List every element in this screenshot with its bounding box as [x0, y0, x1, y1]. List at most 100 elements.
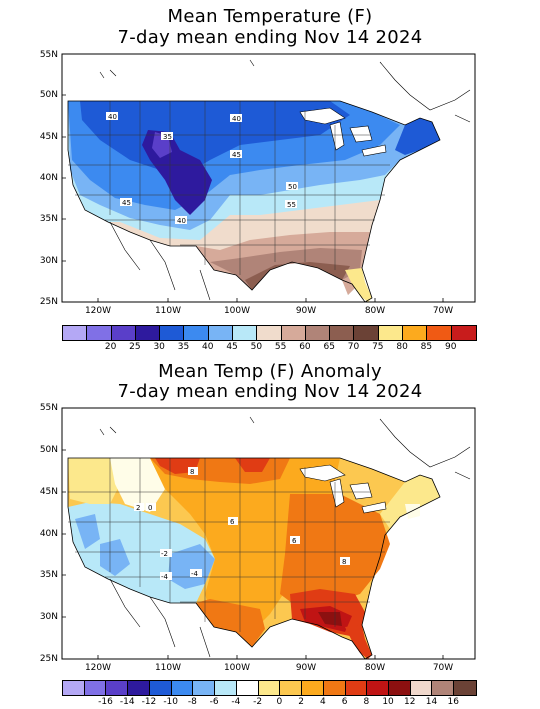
top-colorbar-swatch [184, 326, 209, 340]
bottom-contour-label-7: 8 [342, 558, 346, 566]
top-colorbar-label: 80 [396, 342, 408, 352]
top-contour-label-7: 55 [287, 201, 296, 209]
bottom-colorbar-swatch [106, 681, 129, 695]
bottom-great-lakes [299, 464, 387, 514]
bottom-colorbar-label: 2 [298, 697, 304, 707]
top-great-lakes [299, 107, 387, 157]
bottom-colorbar-label: -4 [231, 697, 241, 707]
top-colorbar-swatch [402, 326, 428, 340]
top-colorbar-swatch [281, 326, 306, 340]
top-colorbar-label: 85 [420, 342, 433, 352]
top-colorbar-swatch [305, 326, 331, 340]
bottom-lon-label-110w: 110W [154, 663, 182, 673]
top-colorbar-label: 50 [250, 342, 263, 352]
bottom-colorbar-swatch [149, 681, 172, 695]
bottom-colorbar-swatch [432, 681, 455, 695]
bottom-lat-label-45n: 45N [39, 487, 58, 497]
bottom-colorbar-swatch [63, 681, 85, 695]
top-lat-label-30n: 30N [39, 256, 58, 266]
bottom-map-panel: 8 6 2 0 -2 -4 -4 8 6 55N 50N 45N 40N 35N… [0, 354, 540, 709]
top-lon-label-80w: 80W [364, 306, 386, 316]
bottom-coastlines [99, 416, 471, 658]
top-contour-label-1: 35 [163, 133, 172, 141]
top-lon-label-90w: 90W [295, 306, 317, 316]
top-lon-label-110w: 110W [154, 306, 182, 316]
bottom-contour-label-5: -4 [161, 573, 169, 581]
top-lon-label-70w: 70W [432, 306, 454, 316]
bottom-colorbar-label: -16 [98, 697, 113, 707]
top-us-outline [67, 100, 441, 303]
top-colorbar-swatch [451, 326, 476, 340]
top-lat-label-45n: 45N [39, 132, 58, 142]
top-colorbar-label: 55 [274, 342, 287, 352]
bottom-colorbar-label: -14 [119, 697, 135, 707]
bottom-map-frame [61, 407, 476, 660]
bottom-colorbar-label: -6 [209, 697, 219, 707]
bottom-colorbar-label: 8 [363, 697, 370, 707]
top-contour-label-3: 45 [232, 151, 241, 159]
top-colorbar [62, 325, 477, 341]
bottom-us-fill [68, 458, 440, 659]
top-colorbar-swatch [354, 326, 379, 340]
bottom-colorbar-label: -12 [141, 697, 157, 707]
bottom-colorbar-label: 12 [404, 697, 416, 707]
bottom-colorbar-swatch [410, 681, 433, 695]
bottom-colorbar-swatch [193, 681, 216, 695]
bottom-contour-label-3: 0 [148, 504, 152, 512]
top-colorbar-swatch [135, 326, 161, 340]
top-contour-label-6: 40 [177, 217, 186, 225]
top-colorbar-label: 90 [444, 342, 457, 352]
top-temperature-map: 40 35 40 45 50 45 40 55 [61, 53, 476, 303]
top-colorbar-label: 35 [177, 342, 190, 352]
top-us-fill [68, 101, 440, 302]
bottom-lon-label-80w: 80W [364, 663, 386, 673]
top-colorbar-label: 40 [202, 342, 214, 352]
bottom-colorbar-label: 6 [341, 697, 348, 707]
top-colorbar-label: 45 [226, 342, 238, 352]
bottom-colorbar-label: 16 [447, 697, 459, 707]
bottom-colorbar-swatch [84, 681, 107, 695]
top-map-panel: 40 35 40 45 50 45 40 55 55N 50N 45N 40N … [39, 50, 477, 352]
bottom-colorbar [62, 680, 477, 696]
bottom-colorbar-swatch [215, 681, 237, 695]
bottom-anomaly-map: 8 6 2 0 -2 -4 -4 8 6 [61, 407, 476, 660]
top-colorbar-label: 60 [299, 342, 311, 352]
bottom-colorbar-label: -8 [187, 697, 197, 707]
bottom-us-outline [67, 457, 441, 660]
bottom-colorbar-swatch [280, 681, 303, 695]
bottom-contour-label-4: -2 [161, 550, 168, 558]
top-colorbar-label: 25 [129, 342, 141, 352]
top-ticks [62, 53, 444, 303]
top-lat-label-55n: 55N [39, 50, 58, 60]
top-lon-label-120w: 120W [84, 306, 112, 316]
top-lat-label-35n: 35N [39, 214, 58, 224]
bottom-colorbar-label: 14 [425, 697, 438, 707]
top-colorbar-swatch [63, 326, 88, 340]
bottom-contour-labels: 8 6 2 0 -2 -4 -4 8 6 [134, 467, 350, 581]
top-colorbar-label: 65 [323, 342, 335, 352]
top-colorbar-swatch [208, 326, 233, 340]
bottom-colorbar-swatch [389, 681, 411, 695]
top-colorbar-label: 20 [104, 342, 117, 352]
top-colorbar-swatch [87, 326, 112, 340]
bottom-contour-label-6: -4 [191, 570, 199, 578]
top-colorbar-swatch [111, 326, 136, 340]
top-lat-label-25n: 25N [39, 297, 58, 307]
bottom-colorbar-label: 4 [319, 697, 326, 707]
bottom-lat-label-35n: 35N [39, 570, 58, 580]
bottom-colorbar-label: 10 [382, 697, 394, 707]
top-colorbar-swatch [160, 326, 185, 340]
bottom-lat-label-55n: 55N [39, 403, 58, 413]
bottom-colorbar-swatch [302, 681, 324, 695]
bottom-lat-label-25n: 25N [39, 654, 58, 664]
bottom-colorbar-swatch [128, 681, 150, 695]
bottom-colorbar-label: -2 [253, 697, 263, 707]
bottom-lon-label-90w: 90W [295, 663, 317, 673]
top-colorbar-swatch [378, 326, 403, 340]
bottom-lat-label-30n: 30N [39, 612, 58, 622]
bottom-contour-label-8: 6 [292, 537, 297, 545]
bottom-contour-label-2: 2 [136, 504, 140, 512]
top-colorbar-swatch [427, 326, 452, 340]
bottom-lat-label-40n: 40N [39, 529, 58, 539]
bottom-colorbar-swatch [258, 681, 281, 695]
